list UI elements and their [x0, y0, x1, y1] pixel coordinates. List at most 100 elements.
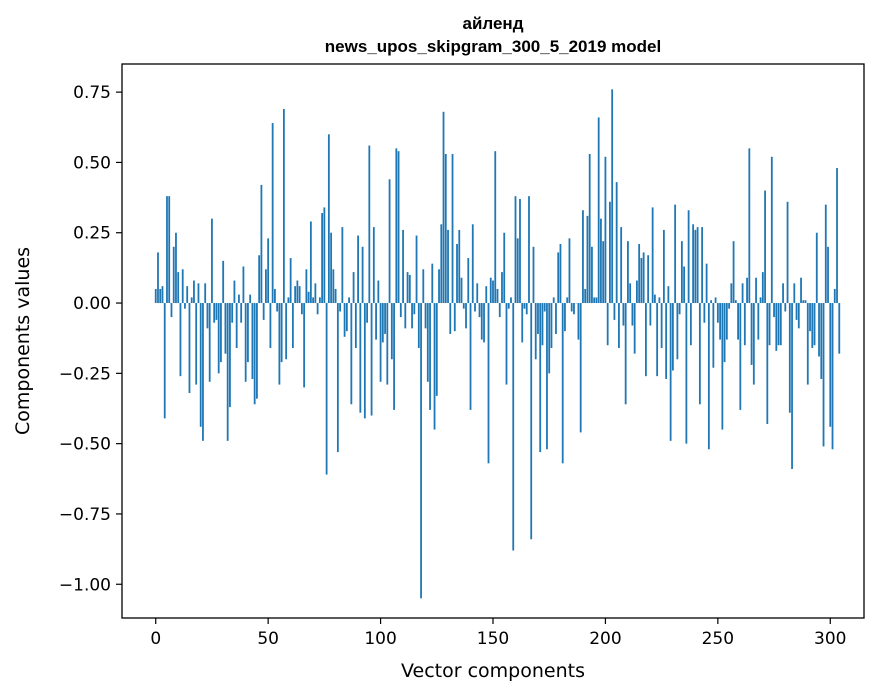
bar [525, 303, 528, 315]
bar [836, 168, 838, 304]
bar [199, 303, 202, 427]
bar [271, 123, 274, 304]
bar [368, 145, 371, 304]
bar [375, 303, 377, 340]
bar [179, 303, 182, 377]
bar [809, 303, 811, 332]
bar [579, 303, 582, 433]
bar [719, 303, 721, 340]
bar [548, 303, 551, 374]
bar [680, 241, 683, 304]
bar [433, 303, 436, 430]
bar [636, 280, 638, 304]
bar [660, 303, 663, 349]
bar [507, 303, 510, 309]
bar [784, 303, 787, 312]
bar [399, 303, 402, 318]
chart-title: айленд [463, 14, 524, 33]
bar [609, 201, 611, 304]
bar [788, 303, 791, 413]
bar [222, 260, 225, 304]
x-tick-label: 150 [477, 629, 509, 649]
bar [566, 297, 569, 304]
bar [217, 303, 220, 374]
bar [197, 283, 200, 304]
bar [350, 303, 353, 405]
bar [613, 303, 616, 320]
bar [204, 283, 207, 304]
bar [714, 297, 717, 304]
bar [498, 303, 501, 318]
bar [692, 224, 695, 304]
bar [235, 303, 238, 349]
bar [444, 153, 447, 304]
bar [820, 303, 823, 379]
bar [642, 252, 645, 304]
bar [211, 218, 213, 304]
x-axis-ticks: 0 50 100 150 200 250 300 [150, 618, 846, 649]
bar [658, 297, 661, 304]
bar [278, 303, 281, 385]
bar [516, 238, 519, 304]
y-tick-label: 0.25 [73, 224, 111, 244]
bar [465, 303, 467, 329]
bar [633, 303, 636, 354]
bar [559, 243, 562, 304]
bar [647, 255, 650, 304]
bar [667, 286, 670, 304]
bar [449, 303, 452, 334]
bar [186, 286, 189, 304]
bar [503, 232, 506, 304]
y-axis-label: Components values [12, 247, 34, 435]
bar [671, 303, 674, 371]
bar [415, 235, 418, 304]
bar [166, 196, 168, 304]
bar [372, 227, 375, 304]
bar [462, 303, 465, 309]
bar [285, 303, 288, 360]
bar [159, 288, 162, 304]
bar [779, 303, 782, 346]
bar [577, 303, 580, 340]
bar [615, 182, 618, 304]
bar [827, 246, 829, 304]
bar [725, 303, 728, 340]
bar [818, 303, 820, 357]
bar [361, 246, 364, 304]
bar [208, 303, 211, 382]
bar [674, 204, 677, 304]
bar [489, 277, 492, 304]
bar [791, 303, 793, 469]
bar [202, 303, 204, 441]
bars-group [154, 89, 841, 599]
bar [256, 303, 258, 399]
bar [447, 229, 449, 304]
bar [471, 224, 474, 304]
bar [629, 283, 632, 304]
bar [492, 280, 494, 304]
bar [707, 303, 710, 450]
bar [622, 303, 625, 326]
bar [631, 303, 634, 326]
bar [683, 266, 686, 304]
plot-frame [121, 63, 865, 619]
bar [698, 303, 701, 405]
bar [604, 156, 607, 304]
bar [687, 210, 690, 304]
bar [332, 269, 335, 304]
bar [231, 303, 234, 323]
bar [512, 303, 515, 551]
bar [485, 286, 488, 304]
bar [172, 246, 175, 304]
bar [195, 303, 198, 385]
bar [514, 196, 517, 304]
bar [534, 303, 537, 360]
bar [624, 303, 627, 405]
bar [224, 303, 227, 354]
bar [289, 258, 292, 304]
bar [831, 303, 834, 450]
bar [521, 303, 524, 343]
bar [251, 303, 254, 379]
bar [381, 303, 384, 343]
